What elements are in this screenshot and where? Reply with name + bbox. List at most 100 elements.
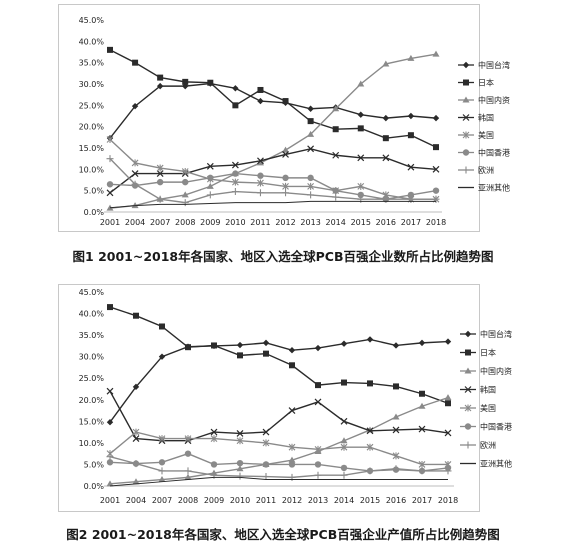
x-tick-label: 2001: [100, 218, 120, 227]
data-point: [357, 111, 364, 118]
y-tick-label: 10.0%: [79, 439, 105, 448]
series-line: [109, 172, 437, 200]
data-point: [444, 467, 452, 475]
data-point: [307, 145, 315, 153]
x-tick-label: 2004: [126, 496, 146, 505]
data-point: [106, 459, 114, 466]
data-point: [107, 46, 113, 53]
data-point: [288, 461, 296, 468]
data-point: [382, 114, 390, 122]
series-circle-5: [106, 450, 452, 475]
data-point: [444, 429, 452, 437]
data-point: [432, 165, 440, 173]
data-point: [106, 189, 114, 197]
data-point: [256, 159, 264, 166]
data-point: [282, 98, 289, 105]
legend-marker: [462, 149, 470, 156]
data-point: [232, 85, 239, 92]
data-point: [407, 163, 415, 171]
data-point: [206, 191, 214, 199]
data-point: [314, 344, 322, 352]
legend-label: 中国香港: [478, 148, 510, 158]
data-point: [332, 187, 339, 194]
y-axis: 0.0% 5.0% 10.0% 15.0% 20.0% 25.0% 30.0% 35.0% 40…: [79, 288, 105, 491]
x-tick-label: 2012: [275, 218, 295, 227]
legend-item: 中国台湾: [460, 329, 512, 339]
data-point: [314, 471, 322, 479]
data-point: [184, 473, 192, 480]
series-line: [109, 431, 448, 466]
data-point: [131, 170, 139, 178]
data-point: [106, 155, 114, 163]
series-line: [109, 456, 448, 479]
series-line: [109, 158, 436, 204]
data-point: [257, 179, 264, 187]
data-point: [432, 187, 440, 194]
data-point: [288, 456, 296, 463]
data-point: [307, 182, 315, 190]
data-point: [106, 387, 114, 395]
data-point: [340, 443, 348, 451]
x-tick-label: 2016: [376, 218, 396, 227]
data-point: [184, 435, 192, 443]
x-tick-label: 2014: [334, 496, 354, 505]
data-point: [432, 114, 440, 122]
data-point: [407, 54, 415, 61]
x-tick-label: 2014: [326, 218, 346, 227]
figure-2: 0.0% 5.0% 10.0% 15.0% 20.0% 25.0% 30.0% 35.0% 40…: [0, 272, 566, 551]
data-point: [210, 435, 218, 443]
data-point: [159, 323, 165, 330]
legend-item: 中国香港: [458, 148, 510, 158]
x-tick-label: 2013: [308, 496, 328, 505]
legend-label: 日本: [478, 78, 494, 88]
data-point: [262, 439, 270, 447]
data-point: [231, 178, 239, 186]
data-point: [282, 146, 290, 153]
data-point: [184, 450, 192, 457]
data-point: [106, 453, 114, 461]
data-point: [357, 80, 365, 87]
data-point: [158, 353, 166, 360]
data-point: [314, 445, 322, 453]
data-point: [206, 162, 214, 170]
x-tick-label: 2011: [250, 218, 270, 227]
y-tick-label: 25.0%: [79, 101, 105, 110]
legend-item: 中国内资: [458, 95, 510, 105]
data-point: [392, 413, 400, 420]
data-point: [288, 347, 296, 354]
legend-item: 亚洲其他: [458, 183, 510, 193]
data-point: [232, 170, 239, 177]
data-point: [314, 398, 322, 406]
data-point: [237, 352, 243, 359]
data-point: [382, 154, 390, 162]
x-tick-label: 2008: [175, 218, 195, 227]
legend-label: 欧洲: [480, 440, 496, 450]
data-point: [132, 460, 140, 468]
data-point: [131, 159, 139, 167]
data-point: [357, 154, 365, 162]
series-line: [109, 476, 448, 487]
y-tick-label: 40.0%: [79, 37, 105, 46]
legend-marker: [465, 349, 471, 356]
data-point: [132, 435, 140, 443]
data-point: [158, 467, 166, 475]
legend-item: 日本: [458, 78, 494, 88]
data-point: [106, 418, 114, 426]
x-tick-label: 2007: [150, 218, 170, 227]
data-point: [332, 126, 339, 133]
data-point: [341, 379, 347, 386]
data-point: [257, 172, 264, 179]
y-tick-label: 20.0%: [79, 396, 105, 405]
series-line: [109, 452, 449, 472]
data-point: [357, 125, 364, 132]
data-point: [340, 471, 348, 479]
x-tick-label: 2009: [204, 496, 224, 505]
data-point: [263, 350, 269, 357]
data-point: [132, 428, 140, 436]
data-point: [181, 199, 189, 207]
data-point: [340, 464, 348, 472]
series-square-1: [107, 304, 451, 407]
y-tick-label: 40.0%: [79, 310, 105, 319]
data-point: [366, 336, 374, 343]
series-line: [109, 82, 437, 139]
